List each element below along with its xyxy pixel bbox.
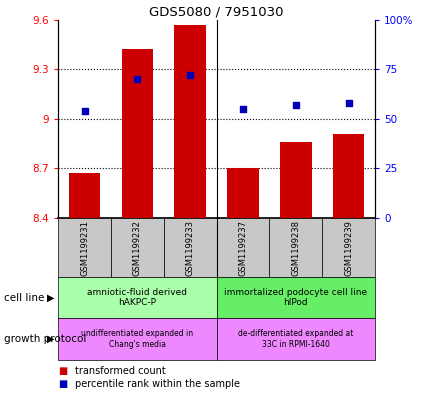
- Text: transformed count: transformed count: [75, 366, 166, 376]
- Point: [134, 76, 141, 83]
- Text: GSM1199233: GSM1199233: [185, 220, 194, 275]
- Point: [81, 108, 88, 114]
- Bar: [280, 142, 311, 218]
- Bar: [58, 218, 111, 277]
- Text: GSM1199232: GSM1199232: [132, 220, 141, 275]
- Point: [344, 100, 351, 106]
- Title: GDS5080 / 7951030: GDS5080 / 7951030: [149, 6, 283, 18]
- Point: [239, 106, 246, 112]
- Bar: [216, 318, 374, 360]
- Text: amniotic-fluid derived
hAKPC-P: amniotic-fluid derived hAKPC-P: [87, 288, 187, 307]
- Text: ■: ■: [58, 366, 67, 376]
- Bar: [121, 50, 153, 218]
- Text: GSM1199239: GSM1199239: [343, 220, 352, 275]
- Text: immortalized podocyte cell line
hIPod: immortalized podocyte cell line hIPod: [224, 288, 366, 307]
- Bar: [216, 277, 374, 318]
- Bar: [111, 218, 163, 277]
- Text: ▶: ▶: [46, 334, 54, 344]
- Bar: [58, 318, 216, 360]
- Text: ▶: ▶: [46, 293, 54, 303]
- Text: de-differentiated expanded at
33C in RPMI-1640: de-differentiated expanded at 33C in RPM…: [237, 329, 353, 349]
- Text: ■: ■: [58, 379, 67, 389]
- Bar: [322, 218, 374, 277]
- Text: undifferentiated expanded in
Chang's media: undifferentiated expanded in Chang's med…: [81, 329, 193, 349]
- Bar: [58, 277, 216, 318]
- Bar: [332, 134, 364, 218]
- Bar: [216, 218, 269, 277]
- Bar: [69, 173, 100, 218]
- Text: GSM1199237: GSM1199237: [238, 220, 247, 275]
- Text: percentile rank within the sample: percentile rank within the sample: [75, 379, 240, 389]
- Text: growth protocol: growth protocol: [4, 334, 86, 344]
- Text: GSM1199238: GSM1199238: [291, 220, 300, 275]
- Bar: [163, 218, 216, 277]
- Bar: [227, 169, 258, 218]
- Point: [186, 72, 193, 78]
- Bar: [269, 218, 322, 277]
- Point: [292, 102, 298, 108]
- Text: GSM1199231: GSM1199231: [80, 220, 89, 275]
- Text: cell line: cell line: [4, 293, 45, 303]
- Bar: [174, 26, 206, 218]
